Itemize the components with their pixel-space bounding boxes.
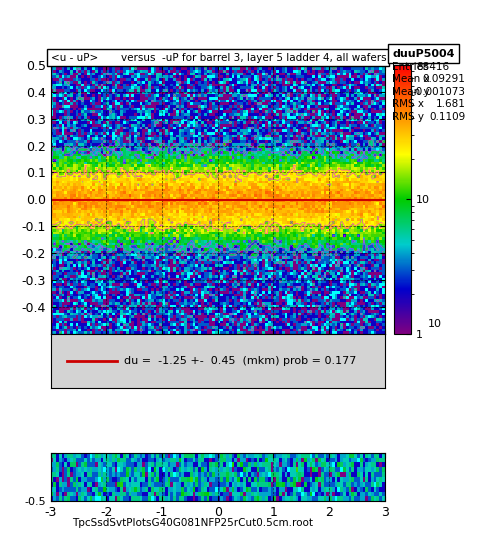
Text: Mean x: Mean x	[391, 74, 429, 85]
Text: RMS x: RMS x	[391, 99, 423, 109]
Text: Mean y: Mean y	[391, 87, 429, 97]
Text: RMS y: RMS y	[391, 112, 423, 122]
Text: duuP5004: duuP5004	[391, 49, 454, 59]
Text: 0.09291: 0.09291	[422, 74, 465, 85]
Text: -0.001073: -0.001073	[412, 87, 465, 97]
Text: Entries: Entries	[391, 62, 428, 72]
Text: 0.1109: 0.1109	[429, 112, 465, 122]
Text: TpcSsdSvtPlotsG40G081NFP25rCut0.5cm.root: TpcSsdSvtPlotsG40G081NFP25rCut0.5cm.root	[72, 518, 312, 528]
Text: du =  -1.25 +-  0.45  (mkm) prob = 0.177: du = -1.25 +- 0.45 (mkm) prob = 0.177	[124, 356, 356, 366]
Text: 1.681: 1.681	[435, 99, 465, 109]
Text: <u - uP>       versus  -uP for barrel 3, layer 5 ladder 4, all wafers: <u - uP> versus -uP for barrel 3, layer …	[50, 52, 385, 63]
Text: 10: 10	[427, 319, 441, 329]
Text: 88416: 88416	[416, 62, 449, 72]
